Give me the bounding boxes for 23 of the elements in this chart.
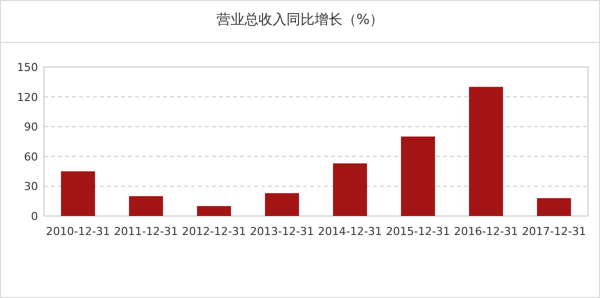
x-tick-label: 2014-12-31 xyxy=(318,225,382,238)
x-tick-label: 2010-12-31 xyxy=(46,225,110,238)
y-tick-label: 30 xyxy=(24,180,38,194)
x-tick-label: 2011-12-31 xyxy=(114,225,178,238)
bar xyxy=(265,193,299,216)
x-tick-label: 2016-12-31 xyxy=(454,225,518,238)
bar xyxy=(129,196,163,216)
chart-title: 营业总收入同比增长（%） xyxy=(216,12,384,28)
bar xyxy=(197,206,231,216)
y-tick-label: 120 xyxy=(17,90,38,104)
x-tick-label: 2013-12-31 xyxy=(250,225,314,238)
x-tick-label: 2017-12-31 xyxy=(522,225,586,238)
bar xyxy=(333,163,367,216)
x-tick-label: 2012-12-31 xyxy=(182,225,246,238)
y-tick-label: 0 xyxy=(31,210,38,223)
y-tick-label: 60 xyxy=(24,150,38,164)
y-tick-label: 150 xyxy=(17,61,38,74)
bar xyxy=(401,136,435,216)
bar xyxy=(537,198,571,216)
y-tick-label: 90 xyxy=(24,120,38,134)
bar xyxy=(61,171,95,216)
x-tick-label: 2015-12-31 xyxy=(386,225,450,238)
bar xyxy=(469,86,503,216)
